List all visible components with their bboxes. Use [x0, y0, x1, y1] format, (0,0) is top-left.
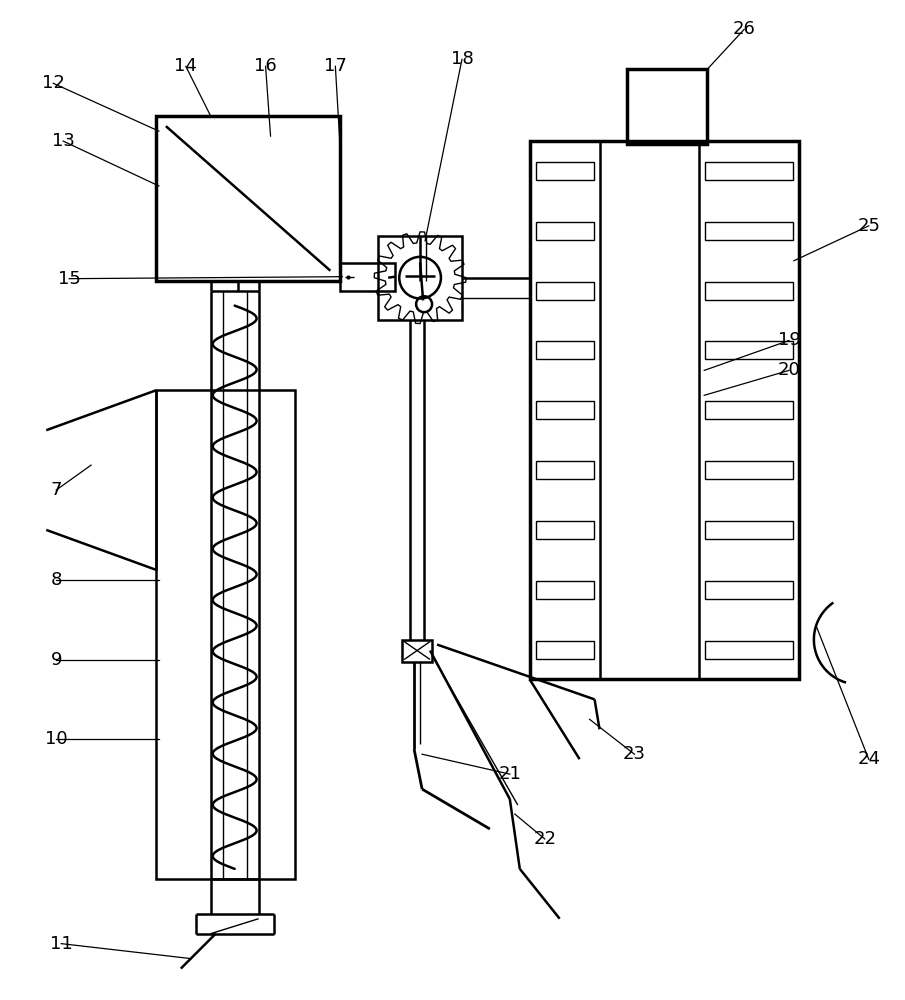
Bar [536, 222, 594, 240]
Text: 12: 12 [42, 74, 64, 92]
Text: 9: 9 [51, 651, 62, 669]
Text: 10: 10 [45, 730, 68, 748]
Text: 16: 16 [254, 57, 277, 75]
Text: 25: 25 [857, 217, 881, 235]
Text: 13: 13 [52, 132, 74, 150]
Bar [536, 641, 594, 659]
Bar [705, 222, 793, 240]
Text: 11: 11 [50, 935, 72, 953]
Text: 15: 15 [58, 270, 81, 288]
Bar [536, 401, 594, 419]
Bar [378, 236, 462, 320]
Text: 18: 18 [451, 50, 473, 68]
Text: 7: 7 [51, 481, 62, 499]
Bar [705, 641, 793, 659]
Text: 23: 23 [623, 745, 646, 763]
Bar [536, 581, 594, 599]
Bar [705, 341, 793, 359]
Text: 17: 17 [324, 57, 347, 75]
Text: 8: 8 [51, 571, 62, 589]
Bar [627, 69, 707, 144]
Text: 21: 21 [499, 765, 521, 783]
Bar [402, 640, 432, 662]
Bar [705, 282, 793, 300]
Text: 20: 20 [777, 361, 800, 379]
Bar [156, 390, 296, 879]
Bar [705, 581, 793, 599]
Bar [536, 461, 594, 479]
Bar [156, 116, 340, 281]
Bar [536, 282, 594, 300]
Bar [536, 162, 594, 180]
Bar [705, 461, 793, 479]
Text: 14: 14 [175, 57, 197, 75]
Bar [705, 521, 793, 539]
Bar [529, 141, 799, 679]
Text: 19: 19 [777, 331, 800, 349]
Text: 24: 24 [857, 750, 881, 768]
Text: 22: 22 [533, 830, 557, 848]
Bar [536, 521, 594, 539]
Text: 26: 26 [733, 20, 756, 38]
Bar [705, 401, 793, 419]
Bar [340, 263, 395, 291]
Bar [705, 162, 793, 180]
Bar [536, 341, 594, 359]
